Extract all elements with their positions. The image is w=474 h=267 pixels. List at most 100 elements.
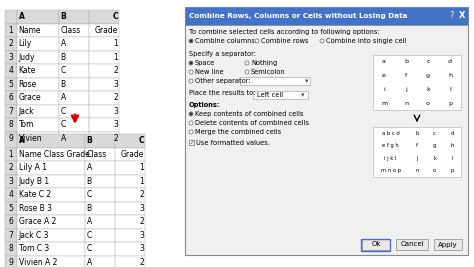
Text: Delete contents of combined cells: Delete contents of combined cells [195, 120, 309, 126]
Text: Kate: Kate [18, 66, 36, 75]
FancyBboxPatch shape [253, 91, 308, 99]
FancyBboxPatch shape [59, 77, 89, 91]
FancyBboxPatch shape [5, 118, 17, 132]
Text: C: C [61, 107, 66, 116]
Text: c: c [433, 131, 436, 136]
Text: k: k [433, 156, 436, 161]
Text: Tom: Tom [18, 120, 34, 129]
FancyBboxPatch shape [85, 229, 115, 242]
Text: d: d [448, 59, 452, 64]
Text: 2: 2 [113, 66, 118, 75]
Text: 1: 1 [139, 163, 144, 172]
FancyBboxPatch shape [115, 242, 145, 256]
FancyBboxPatch shape [89, 104, 119, 118]
Text: 5: 5 [9, 204, 13, 213]
Text: B: B [61, 12, 66, 21]
FancyBboxPatch shape [17, 242, 85, 256]
FancyBboxPatch shape [115, 256, 145, 267]
FancyBboxPatch shape [89, 64, 119, 77]
FancyBboxPatch shape [17, 118, 59, 132]
Text: Ok: Ok [371, 241, 381, 248]
FancyBboxPatch shape [85, 147, 115, 161]
Text: 1: 1 [113, 39, 118, 48]
FancyBboxPatch shape [85, 242, 115, 256]
Text: k: k [426, 87, 430, 92]
FancyBboxPatch shape [115, 229, 145, 242]
FancyBboxPatch shape [89, 10, 119, 23]
Text: c: c [426, 59, 430, 64]
Text: Other separator:: Other separator: [195, 78, 251, 84]
Text: n: n [404, 101, 408, 106]
Text: 7: 7 [9, 231, 13, 240]
FancyBboxPatch shape [5, 10, 17, 23]
Text: f: f [416, 143, 418, 148]
Circle shape [255, 39, 259, 43]
FancyBboxPatch shape [89, 91, 119, 104]
Text: f: f [405, 73, 407, 78]
FancyBboxPatch shape [59, 37, 89, 50]
Text: 1: 1 [9, 150, 13, 159]
FancyBboxPatch shape [59, 118, 89, 132]
FancyBboxPatch shape [5, 77, 17, 91]
Text: C: C [138, 136, 144, 145]
FancyBboxPatch shape [59, 50, 89, 64]
FancyBboxPatch shape [17, 50, 59, 64]
Text: i j k l: i j k l [384, 156, 397, 161]
Text: B: B [86, 177, 91, 186]
FancyBboxPatch shape [17, 188, 85, 202]
FancyBboxPatch shape [59, 10, 89, 23]
FancyBboxPatch shape [17, 175, 85, 188]
FancyBboxPatch shape [5, 23, 17, 37]
Text: 4: 4 [9, 190, 13, 199]
Text: A: A [61, 93, 66, 102]
FancyBboxPatch shape [17, 215, 85, 229]
Text: 3: 3 [139, 244, 144, 253]
Circle shape [245, 70, 249, 74]
FancyBboxPatch shape [89, 37, 119, 50]
Text: 1: 1 [139, 177, 144, 186]
Text: Combine rows: Combine rows [261, 38, 309, 44]
FancyBboxPatch shape [5, 215, 17, 229]
Text: A: A [18, 12, 24, 21]
Text: Grace A 2: Grace A 2 [18, 217, 56, 226]
FancyBboxPatch shape [5, 64, 17, 77]
Circle shape [189, 39, 193, 43]
Text: Tom C 3: Tom C 3 [18, 244, 49, 253]
Text: Vivien: Vivien [18, 134, 42, 143]
Text: Grade: Grade [120, 150, 144, 159]
Text: 3: 3 [113, 80, 118, 89]
FancyBboxPatch shape [240, 77, 310, 85]
Text: Class: Class [61, 26, 81, 35]
FancyBboxPatch shape [17, 161, 85, 175]
Text: Lily A 1: Lily A 1 [18, 163, 46, 172]
FancyBboxPatch shape [85, 175, 115, 188]
Text: A: A [61, 39, 66, 48]
Text: A: A [86, 258, 92, 267]
FancyBboxPatch shape [5, 132, 17, 145]
Text: b: b [415, 131, 419, 136]
FancyBboxPatch shape [396, 239, 428, 250]
Text: Lily: Lily [18, 39, 32, 48]
FancyBboxPatch shape [17, 202, 85, 215]
Text: e: e [382, 73, 386, 78]
FancyBboxPatch shape [5, 147, 17, 161]
Text: Judy: Judy [18, 53, 35, 62]
FancyBboxPatch shape [373, 55, 461, 110]
FancyBboxPatch shape [89, 77, 119, 91]
Text: 1: 1 [113, 53, 118, 62]
Text: ▾: ▾ [301, 92, 305, 98]
Circle shape [189, 61, 193, 65]
FancyBboxPatch shape [89, 132, 119, 145]
Text: Space: Space [195, 60, 215, 66]
FancyBboxPatch shape [115, 175, 145, 188]
Circle shape [190, 62, 192, 64]
FancyBboxPatch shape [5, 37, 17, 50]
Text: m n o p: m n o p [381, 168, 401, 173]
Text: Merge the combined cells: Merge the combined cells [195, 129, 281, 135]
Text: Use formatted values.: Use formatted values. [196, 140, 270, 146]
Text: g: g [426, 73, 430, 78]
Text: p: p [450, 168, 454, 173]
FancyBboxPatch shape [85, 188, 115, 202]
Text: 8: 8 [9, 120, 13, 129]
Text: 9: 9 [9, 134, 13, 143]
